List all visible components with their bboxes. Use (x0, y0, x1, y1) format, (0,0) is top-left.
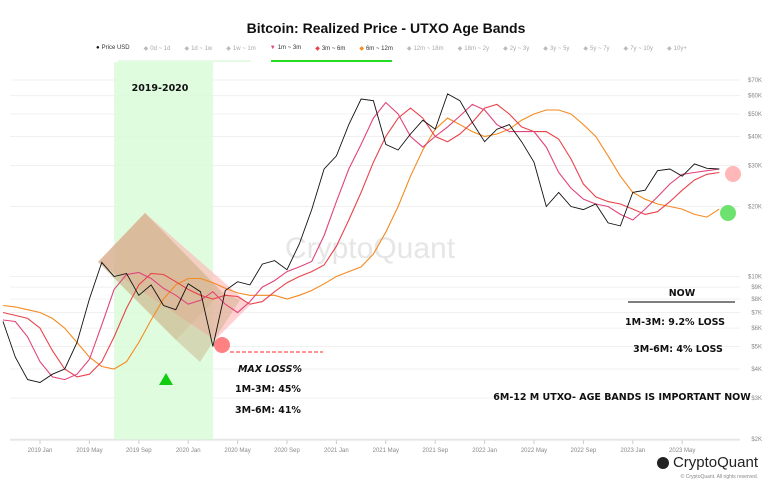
y-tick-label: $10K (748, 274, 762, 280)
now-3m6m: 3M-6M: 4% LOSS (633, 344, 723, 355)
legend-label: 1w ~ 1m (232, 46, 256, 52)
y-tick-label: $3K (751, 396, 762, 402)
legend-marker-icon: ▼ (269, 45, 276, 51)
legend-marker-icon: ◆ (406, 46, 412, 52)
y-tick-label: $30K (748, 164, 762, 170)
series-line-6m-12m (2, 109, 720, 370)
legend-marker-icon: ● (96, 45, 100, 51)
max-loss-title: MAX LOSS% (238, 364, 302, 375)
legend-marker-icon: ◆ (359, 46, 364, 52)
x-tick-label: 2022 May (521, 448, 547, 454)
now-pink-marker (725, 166, 741, 182)
max-loss-1m3m: 1M-3M: 45% (235, 384, 301, 395)
legend-item[interactable]: ◆ 0d ~ 1d (144, 45, 171, 52)
now-title: NOW (669, 288, 696, 299)
y-tick-label: $60K (748, 94, 762, 100)
now-green-marker (720, 205, 736, 221)
legend-item[interactable]: ◆ 6m ~ 12m (359, 45, 392, 52)
y-tick-label: $2K (751, 437, 762, 443)
y-tick-label: $20K (748, 204, 762, 210)
y-tick-label: $8K (751, 297, 762, 303)
legend-label: 0d ~ 1d (150, 46, 171, 52)
y-tick-label: $5K (751, 344, 762, 350)
legend-label: 3y ~ 5y (549, 46, 570, 52)
y-tick-label: $70K (748, 78, 762, 84)
legend-item[interactable]: ● Price USD (96, 45, 130, 52)
x-tick-label: 2020 Jan (176, 448, 201, 454)
max-loss-marker (214, 337, 230, 353)
brown-diamond (98, 213, 222, 340)
legend-label: 2y ~ 3y (509, 46, 530, 52)
legend-label: 5y ~ 7y (590, 46, 610, 52)
y-tick-label: $6K (751, 326, 762, 332)
legend-item[interactable]: ◆ 18m ~ 2y (458, 45, 489, 52)
brown-diamond-tail (176, 292, 240, 362)
legend-marker-icon: ◆ (457, 46, 463, 52)
x-tick-label: 2023 Jan (620, 448, 645, 454)
x-tick-label: 2021 Jan (324, 448, 349, 454)
x-tick-label: 2019 Jan (28, 448, 53, 454)
x-tick-label: 2020 Sep (274, 448, 300, 454)
x-tick-label: 2022 Jan (472, 448, 497, 454)
copyright: © CryptoQuant. All rights reserved. (680, 474, 758, 480)
y-tick-label: $50K (748, 112, 762, 118)
x-tick-label: 2019 May (76, 448, 102, 454)
legend-label: 18m ~ 2y (464, 46, 490, 52)
x-tick-label: 2021 May (373, 448, 399, 454)
legend-label: 6m ~ 12m (365, 46, 393, 52)
legend-item[interactable]: ◆ 2y ~ 3y (503, 45, 529, 52)
legend-marker-icon: ◆ (226, 46, 231, 52)
max-loss-3m6m: 3M-6M: 41% (235, 405, 301, 416)
now-1m3m: 1M-3M: 9.2% LOSS (625, 317, 725, 328)
logo-icon (656, 456, 669, 469)
x-tick-label: 2023 May (669, 448, 695, 454)
y-tick-label: $9K (751, 285, 762, 291)
green-triangle-marker (159, 373, 173, 385)
legend-marker-icon: ◆ (184, 46, 190, 52)
legend-item[interactable]: ◆ 10y+ (667, 45, 687, 52)
legend-item[interactable]: ◆ 3m ~ 6m (315, 45, 345, 52)
y-tick-label: $40K (748, 135, 762, 141)
important-note: 6M-12 M UTXO- AGE BANDS IS IMPORTANT NOW (493, 392, 751, 403)
x-tick-label: 2020 May (224, 448, 250, 454)
legend-marker-icon: ◆ (543, 46, 548, 52)
cryptoquant-logo: CryptoQuant (656, 454, 758, 471)
legend: ● Price USD ◆ 0d ~ 1d ◆ 1d ~ 1w ◆ 1w ~ 1m ▼ 1m ~ … (96, 45, 701, 52)
chart-title: Bitcoin: Realized Price - UTXO Age Bands (246, 20, 526, 36)
watermark: CryptoQuant (285, 232, 456, 265)
y-tick-label: $7K (751, 311, 762, 317)
period-label: 2019-2020 (132, 83, 189, 94)
legend-marker-icon: ◆ (315, 46, 320, 52)
legend-label: 12m ~ 18m (413, 46, 444, 52)
legend-label: Price USD (101, 45, 130, 51)
series-line-3m-6m (2, 103, 720, 378)
legend-label: 7y ~ 10y (630, 46, 654, 52)
legend-marker-icon: ◆ (667, 46, 672, 52)
legend-marker-icon: ◆ (143, 46, 149, 52)
legend-item[interactable]: ◆ 12m ~ 18m (407, 45, 444, 52)
y-tick-label: $4K (751, 367, 762, 373)
x-tick-label: 2022 Sep (571, 448, 597, 454)
legend-item[interactable]: ▼ 1m ~ 3m (270, 45, 301, 52)
legend-marker-icon: ◆ (503, 46, 508, 52)
legend-item[interactable]: ◆ 3y ~ 5y (543, 45, 569, 52)
logo-text: CryptoQuant (672, 454, 758, 471)
legend-item[interactable]: ◆ 1w ~ 1m (226, 45, 255, 52)
x-tick-label: 2019 Sep (126, 448, 152, 454)
legend-label: 3m ~ 6m (321, 46, 346, 52)
legend-label: 1m ~ 3m (277, 45, 302, 51)
legend-marker-icon: ◆ (623, 46, 629, 52)
legend-item[interactable]: ◆ 1d ~ 1w (184, 45, 212, 52)
legend-label: 10y+ (673, 46, 687, 52)
legend-label: 1d ~ 1w (191, 46, 213, 52)
legend-marker-icon: ◆ (583, 46, 589, 52)
legend-item[interactable]: ◆ 5y ~ 7y (583, 45, 609, 52)
x-tick-label: 2021 Sep (422, 448, 448, 454)
series-line-1m-3m (2, 101, 720, 381)
series-line-price-usd (2, 93, 720, 383)
legend-item[interactable]: ◆ 7y ~ 10y (624, 45, 653, 52)
